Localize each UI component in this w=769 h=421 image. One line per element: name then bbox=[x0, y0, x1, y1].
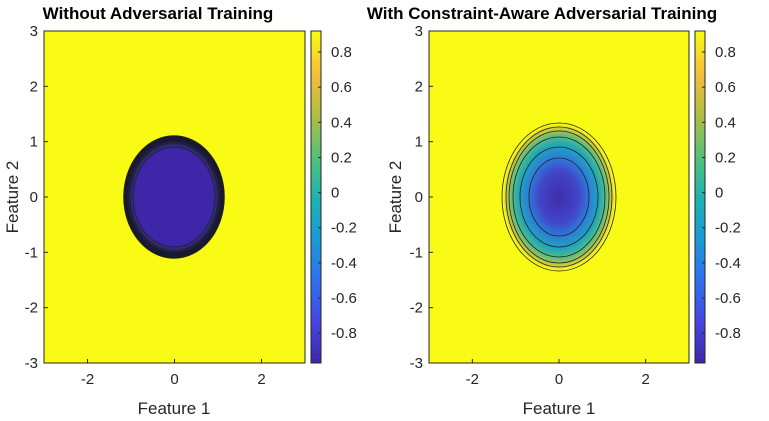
y-tick-label: 0 bbox=[30, 189, 38, 206]
x-tick-label: -2 bbox=[466, 371, 479, 388]
y-tick-label: 2 bbox=[415, 78, 423, 95]
chart-title: With Constraint-Aware Adversarial Traini… bbox=[367, 4, 717, 23]
colorbar-tick-label: 0.4 bbox=[331, 114, 352, 131]
contour-line bbox=[528, 157, 590, 237]
colorbar-frame bbox=[694, 30, 706, 364]
inner-region bbox=[123, 135, 225, 259]
y-axis-label: Feature 2 bbox=[3, 161, 22, 234]
colorbar-tick-label: -0.4 bbox=[331, 255, 357, 272]
colorbar-tick-label: 0 bbox=[715, 185, 723, 202]
contour-lines bbox=[123, 135, 225, 259]
y-tick-label: 3 bbox=[30, 23, 38, 40]
x-ticks: -2 0 2 bbox=[81, 359, 266, 388]
x-tick-label: 0 bbox=[555, 371, 563, 388]
y-tick-label: -2 bbox=[410, 300, 423, 317]
colorbar-tick-label: 0.2 bbox=[331, 149, 352, 166]
y-tick-label: 1 bbox=[415, 134, 423, 151]
y-tick-label: 1 bbox=[30, 134, 38, 151]
panel-without: Without Adversarial Training -2 0 2 3 2 1 0 -1… bbox=[3, 4, 357, 418]
contour-line bbox=[519, 146, 599, 248]
chart-title: Without Adversarial Training bbox=[43, 4, 274, 23]
contour-line bbox=[501, 122, 617, 272]
contour-line bbox=[132, 146, 216, 248]
y-ticks: 3 2 1 0 -1 -2 -3 bbox=[25, 23, 48, 372]
colorbar-tick-label: 0.2 bbox=[715, 149, 736, 166]
contour-line bbox=[129, 142, 219, 252]
colorbar: 0.8 0.6 0.4 0.2 0 -0.2 -0.4 -0.6 -0.8 bbox=[694, 30, 741, 364]
x-axis-label: Feature 1 bbox=[138, 399, 211, 418]
x-tick-label: 2 bbox=[257, 371, 265, 388]
colorbar-tick-label: -0.6 bbox=[715, 290, 741, 307]
y-tick-label: -3 bbox=[410, 355, 423, 372]
colorbar-tick-label: -0.8 bbox=[715, 325, 741, 342]
x-tick-label: 0 bbox=[170, 371, 178, 388]
colorbar-strip bbox=[311, 31, 321, 363]
colorbar-tick-label: 0.4 bbox=[715, 114, 736, 131]
contour-line bbox=[508, 130, 610, 264]
x-tick-label: 2 bbox=[641, 371, 649, 388]
y-tick-label: 0 bbox=[415, 189, 423, 206]
x-axis-label: Feature 1 bbox=[523, 399, 596, 418]
y-tick-label: -3 bbox=[25, 355, 38, 372]
inner-region-fill bbox=[123, 135, 225, 259]
colorbar-gradient bbox=[311, 31, 321, 363]
colorbar-tick-label: -0.2 bbox=[715, 220, 741, 237]
colorbar-frame bbox=[310, 30, 322, 364]
colorbar-strip bbox=[695, 31, 705, 363]
y-tick-label: -2 bbox=[25, 300, 38, 317]
colorbar-tick-label: 0.8 bbox=[715, 44, 736, 61]
inner-region-fill bbox=[503, 124, 615, 270]
colorbar-gradient bbox=[695, 31, 705, 363]
contour-line bbox=[123, 135, 225, 259]
x-ticks: -2 0 2 bbox=[466, 359, 650, 388]
y-axis-label: Feature 2 bbox=[386, 161, 405, 234]
contour-line bbox=[512, 136, 606, 258]
y-tick-label: 3 bbox=[415, 23, 423, 40]
y-ticks: 3 2 1 0 -1 -2 -3 bbox=[410, 23, 433, 372]
colorbar-tick-label: 0.6 bbox=[715, 79, 736, 96]
x-tick-label: -2 bbox=[81, 371, 94, 388]
colorbar-tick-label: 0 bbox=[331, 185, 339, 202]
contour-line bbox=[126, 138, 222, 256]
panel-with: With Constraint-Aware Adversarial Traini… bbox=[367, 4, 741, 418]
y-tick-label: 2 bbox=[30, 78, 38, 95]
colorbar-ticks: 0.8 0.6 0.4 0.2 0 -0.2 -0.4 -0.6 -0.8 bbox=[702, 44, 741, 342]
contour-line bbox=[505, 126, 613, 268]
colorbar-tick-label: -0.4 bbox=[715, 255, 741, 272]
y-tick-label: -1 bbox=[25, 244, 38, 261]
contour-lines bbox=[501, 122, 617, 272]
inner-region bbox=[501, 122, 617, 272]
colorbar-tick-label: -0.2 bbox=[331, 220, 357, 237]
colorbar-tick-label: -0.8 bbox=[331, 325, 357, 342]
colorbar: 0.8 0.6 0.4 0.2 0 -0.2 -0.4 -0.6 -0.8 bbox=[310, 30, 357, 364]
y-tick-label: -1 bbox=[410, 244, 423, 261]
colorbar-tick-label: 0.8 bbox=[331, 44, 352, 61]
colorbar-tick-label: 0.6 bbox=[331, 79, 352, 96]
colorbar-tick-label: -0.6 bbox=[331, 290, 357, 307]
colorbar-ticks: 0.8 0.6 0.4 0.2 0 -0.2 -0.4 -0.6 -0.8 bbox=[318, 44, 357, 342]
